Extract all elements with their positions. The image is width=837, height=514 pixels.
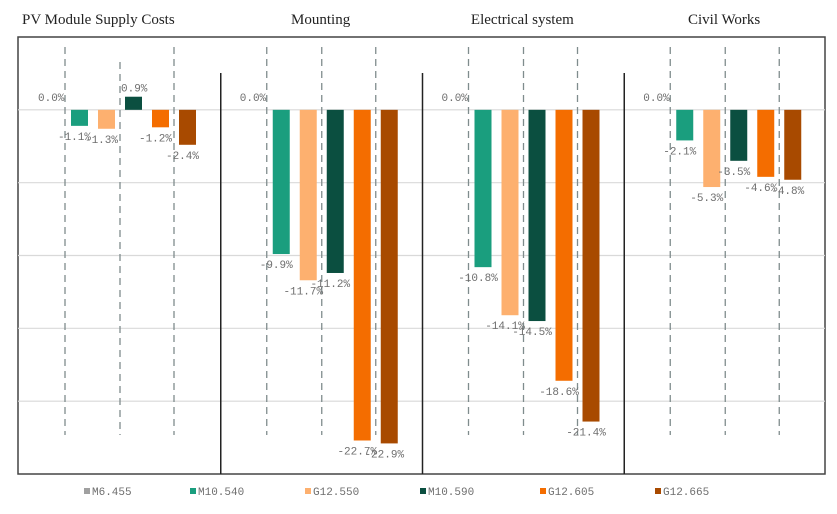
legend-marker-M10-540 [190,488,196,494]
bar-G12-605 [555,109,573,381]
bar-G12-605 [152,109,169,128]
data-label: -2.4% [166,151,199,163]
data-label: -9.9% [260,260,293,272]
data-label: -14.5% [512,327,552,339]
data-label: -4.6% [744,183,777,195]
data-label: 0.0% [643,93,670,105]
data-label: -22.7% [337,446,377,458]
bar-M10-590 [125,96,142,110]
legend-marker-M6-455 [84,488,90,494]
data-label: -21.4% [566,428,606,440]
data-label: 0.0% [240,93,267,105]
bar-M10-540 [676,109,694,141]
legend-marker-G12-605 [540,488,546,494]
data-label: -10.8% [458,273,498,285]
data-label: 0.9% [121,84,148,96]
legend-label: M6.455 [92,487,132,499]
data-label: -11.7% [283,286,323,298]
legend-marker-G12-550 [305,488,311,494]
legend-marker-G12-665 [655,488,661,494]
bar-M10-540 [71,109,88,126]
bar-G12-550 [501,109,519,316]
data-label: -14.1% [485,321,525,333]
panel-title: PV Module Supply Costs [22,12,175,28]
panel-title: Civil Works [688,12,760,28]
bar-M10-540 [272,109,290,255]
data-label: -5.3% [690,193,723,205]
data-label: -1.1% [58,132,91,144]
bar-G12-665 [784,109,802,180]
bar-G12-665 [380,109,398,444]
legend-label: G12.665 [663,487,709,499]
bar-M10-590 [528,109,546,322]
bar-G12-550 [98,109,115,129]
data-label: 0.0% [442,93,469,105]
legend-label: G12.550 [313,487,359,499]
data-label: -4.8% [771,186,804,198]
bar-G12-665 [179,109,196,145]
panel-title: Electrical system [471,12,574,28]
data-label: -18.6% [539,387,579,399]
data-label: -1.3% [85,135,118,147]
data-label: 0.0% [38,93,65,105]
bar-G12-550 [299,109,317,281]
panel-title: Mounting [291,12,351,28]
bar-M10-590 [326,109,344,273]
legend-label: M10.590 [428,487,474,499]
bar-G12-605 [353,109,371,441]
legend-marker-M10-590 [420,488,426,494]
data-label: -2.1% [663,146,696,158]
bar-G12-665 [582,109,600,422]
data-label: -1.2% [139,133,172,145]
data-label: -11.2% [310,279,350,291]
bar-G12-605 [757,109,775,177]
legend-label: G12.605 [548,487,594,499]
bar-M10-540 [474,109,492,268]
legend-label: M10.540 [198,487,244,499]
bar-M10-590 [730,109,748,161]
bar-G12-550 [703,109,721,188]
data-label: -3.5% [717,167,750,179]
data-label: -22.9% [364,449,404,461]
